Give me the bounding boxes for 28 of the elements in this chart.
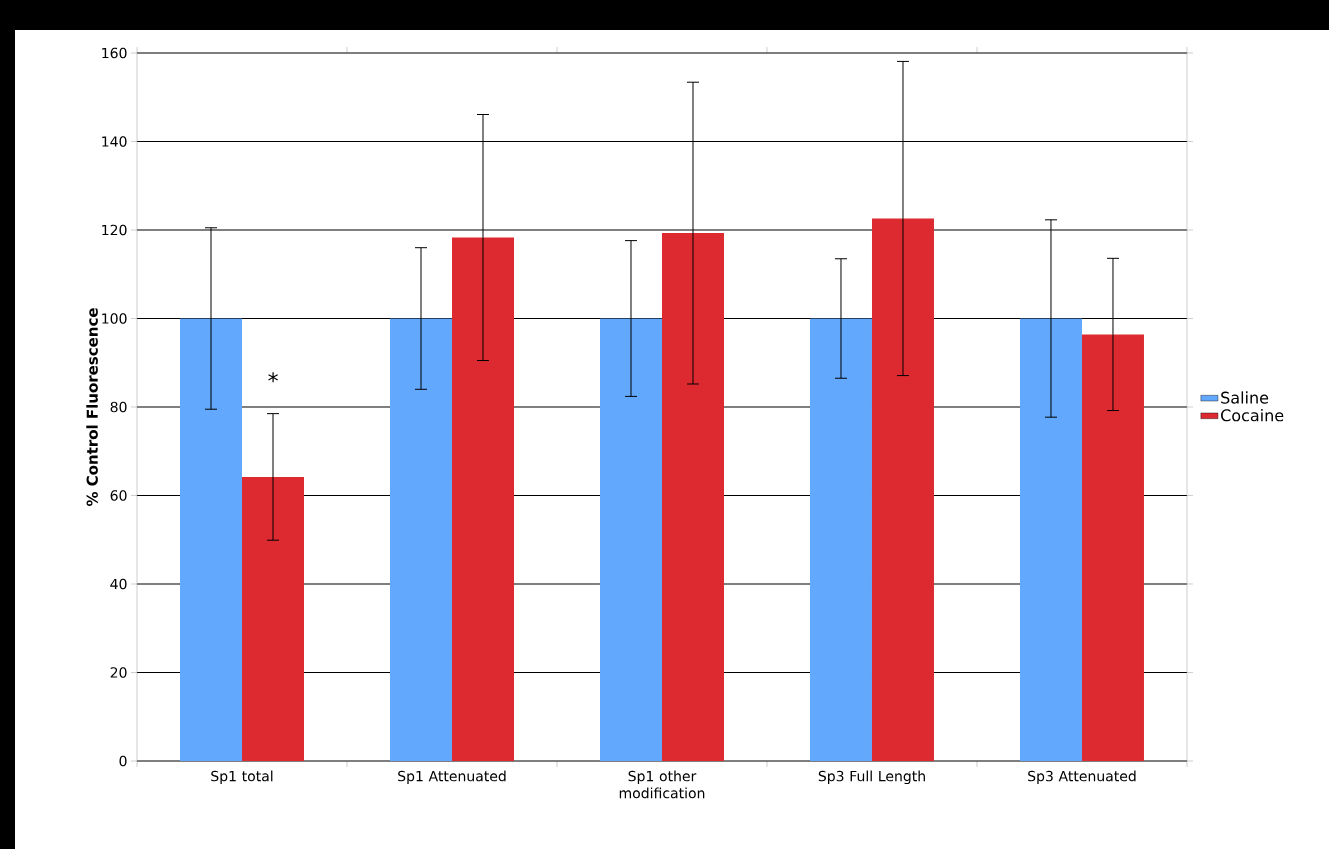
bar [1081, 334, 1144, 761]
bar [180, 318, 242, 761]
bar [242, 476, 304, 761]
bar [390, 318, 452, 761]
bar [661, 233, 724, 761]
y-tick-label: 100 [102, 313, 127, 324]
y-tick-label: 80 [110, 401, 127, 413]
bar [1019, 318, 1082, 761]
legend-label: Saline [1221, 391, 1269, 404]
y-tick-label: 0 [119, 755, 127, 767]
bar [871, 218, 934, 761]
bar [809, 318, 872, 761]
y-tick-label: 20 [110, 667, 127, 678]
y-axis-title: % Control Fluorescence [86, 308, 98, 507]
y-tick-label: 60 [110, 490, 127, 501]
y-tick-label: 120 [102, 224, 127, 236]
x-tick-label: Sp3 Full Length [818, 770, 925, 785]
annotation: * [268, 372, 278, 383]
y-tick-label: 160 [102, 47, 127, 59]
x-tick-label: Sp3 Attenuated [1028, 770, 1136, 785]
legend-label: Cocaine [1221, 409, 1284, 422]
bar [452, 237, 514, 761]
y-tick-label: 40 [110, 578, 127, 590]
x-tick-label: Sp1 other modification [619, 770, 705, 799]
x-tick-label: Sp1 Attenuated [398, 770, 506, 785]
bar [599, 318, 662, 761]
x-tick-label: Sp1 total [211, 770, 273, 785]
y-tick-label: 140 [102, 136, 127, 147]
